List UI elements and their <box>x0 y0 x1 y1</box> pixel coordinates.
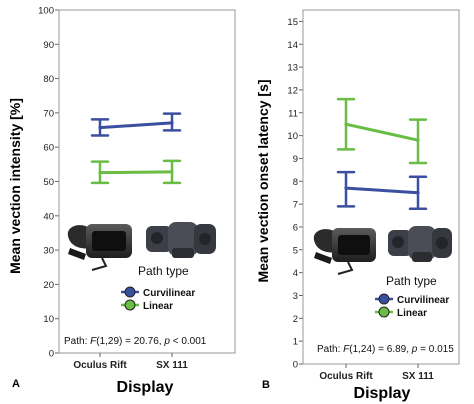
y-tick-label-b: 15 <box>287 17 298 28</box>
y-tick-label-b: 10 <box>287 131 298 142</box>
legend-title-b: Path type <box>386 274 437 288</box>
legend-item-linear-a: Linear <box>121 299 173 312</box>
series-line-linear-a <box>98 170 174 175</box>
data-point-curvilinear-a <box>98 126 102 130</box>
y-ticks-a: 0 10 20 30 40 50 60 70 80 90 100 <box>38 6 59 360</box>
series-linear-b <box>336 97 428 165</box>
legend-title-a: Path type <box>138 264 189 278</box>
legend-linear-label-b: Linear <box>397 308 427 319</box>
data-point-linear-a <box>98 170 102 175</box>
y-tick-label-b: 4 <box>293 268 298 279</box>
panel-a: Mean vection intensity [%] 0 10 20 30 40 50 60… <box>7 6 236 396</box>
sx111-headset-image-a <box>146 222 216 258</box>
y-tick-label-b: 0 <box>293 360 298 371</box>
y-tick-label-b: 9 <box>293 154 298 165</box>
y-tick-label-a: 80 <box>43 74 54 85</box>
legend-b: Path type Curvilinear Linear <box>375 274 449 319</box>
y-tick-label-b: 11 <box>288 108 298 119</box>
legend-curvilinear-label-a: Curvilinear <box>143 288 195 299</box>
y-tick-label-a: 10 <box>43 314 54 325</box>
legend-curvilinear-marker-b <box>378 293 390 305</box>
x-tick-label-a: Oculus Rift <box>73 360 127 371</box>
y-tick-label-a: 30 <box>43 246 54 257</box>
panel-b: Mean vection onset latency [s] 012345678… <box>255 9 460 402</box>
y-axis-label-a: Mean vection intensity [%] <box>7 98 23 274</box>
panel-label-a: A <box>12 378 20 390</box>
y-tick-label-b: 14 <box>287 40 298 51</box>
chart-lines-b <box>336 97 428 210</box>
chart-lines-a <box>90 112 182 185</box>
data-point-curvilinear-b <box>416 191 420 195</box>
y-tick-label-a: 50 <box>43 177 54 188</box>
oculus-rift-headset-image-b <box>313 228 376 275</box>
y-tick-label-b: 6 <box>293 222 298 233</box>
x-tick-label-b: Oculus Rift <box>319 371 373 382</box>
data-point-linear-a <box>170 170 174 174</box>
legend-linear-label-a: Linear <box>143 301 173 312</box>
oculus-rift-headset-image-a <box>67 224 132 271</box>
y-axis-label-b: Mean vection onset latency [s] <box>255 79 271 282</box>
y-tick-label-b: 8 <box>293 177 298 188</box>
series-line-linear-b <box>344 122 420 142</box>
data-point-linear-b <box>344 122 348 126</box>
sx111-headset-image-b <box>388 226 452 262</box>
y-tick-label-a: 40 <box>43 211 54 222</box>
y-tick-label-b: 7 <box>293 200 298 211</box>
x-ticks-b: Oculus Rift SX 111 <box>319 364 434 382</box>
x-tick-label-a: SX 111 <box>156 360 188 371</box>
series-linear-a <box>90 159 182 185</box>
x-ticks-a: Oculus Rift SX 111 <box>73 353 188 371</box>
y-tick-label-a: 0 <box>49 349 54 360</box>
series-line-curvilinear-a <box>98 121 174 130</box>
legend-a: Path type Curvilinear Linear <box>121 264 195 312</box>
y-tick-label-a: 90 <box>43 40 54 51</box>
stat-annotation-b: Path: F(1,24) = 6.89, p = 0.015 <box>317 344 454 355</box>
series-curvilinear-b <box>336 170 428 210</box>
y-tick-label-b: 1 <box>293 337 298 348</box>
legend-item-linear-b: Linear <box>375 306 427 319</box>
stat-annotation-a: Path: F(1,29) = 20.76, p < 0.001 <box>64 336 207 347</box>
legend-linear-marker-a <box>124 299 136 311</box>
y-tick-label-a: 20 <box>43 280 54 291</box>
x-axis-label-b: Display <box>354 385 411 402</box>
legend-curvilinear-label-b: Curvilinear <box>397 295 449 306</box>
y-tick-label-a: 60 <box>43 143 54 154</box>
data-point-curvilinear-b <box>344 186 348 190</box>
data-point-linear-b <box>416 138 420 142</box>
y-tick-label-a: 70 <box>43 108 54 119</box>
y-tick-label-b: 3 <box>293 291 298 302</box>
series-curvilinear-a <box>90 112 182 137</box>
data-point-curvilinear-a <box>170 121 174 125</box>
y-tick-label-a: 100 <box>38 6 54 17</box>
series-line-curvilinear-b <box>344 186 420 195</box>
y-tick-label-b: 2 <box>293 314 298 325</box>
legend-linear-marker-b <box>378 306 390 318</box>
legend-item-curvilinear-a: Curvilinear <box>121 286 195 299</box>
y-tick-label-b: 13 <box>287 63 298 74</box>
x-tick-label-b: SX 111 <box>402 371 434 382</box>
y-tick-label-b: 12 <box>287 85 298 96</box>
legend-curvilinear-marker-a <box>124 286 136 298</box>
plot-frame-a <box>58 9 236 354</box>
plot-frame-b <box>302 9 460 365</box>
y-tick-label-b: 5 <box>293 245 298 256</box>
panel-label-b: B <box>262 379 270 391</box>
x-axis-label-a: Display <box>117 379 174 396</box>
legend-item-curvilinear-b: Curvilinear <box>375 293 449 306</box>
